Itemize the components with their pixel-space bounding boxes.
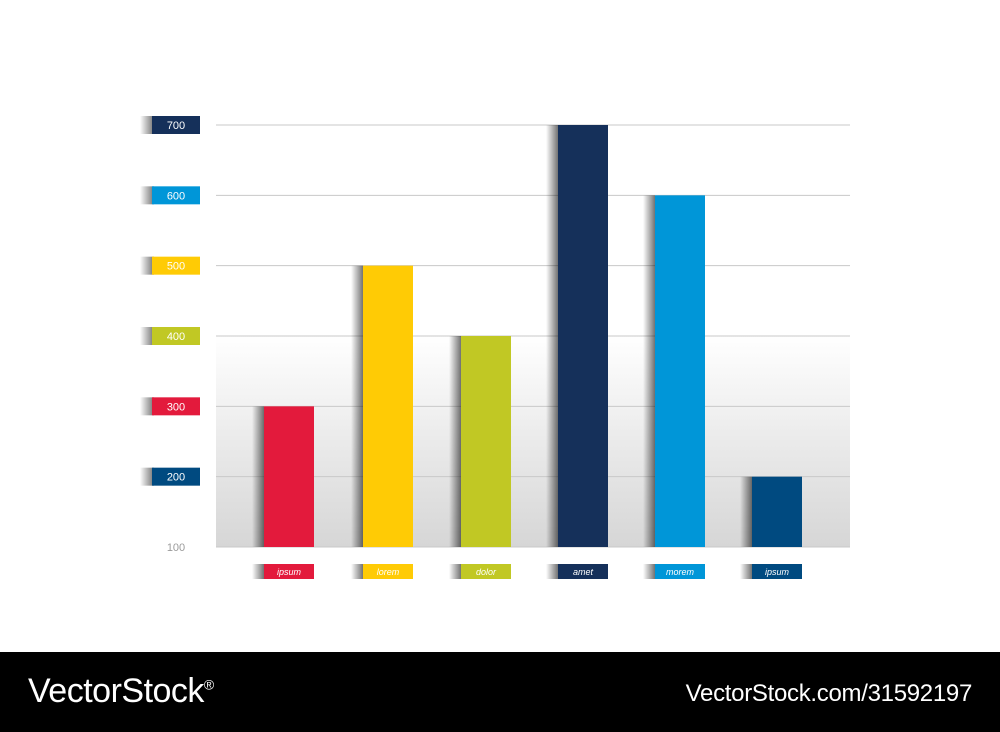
x-tick-shadow <box>740 564 752 579</box>
y-tick-label: 400 <box>167 331 185 343</box>
bar-shadow <box>252 406 264 547</box>
watermark-footer: VectorStock® VectorStock.com/31592197 <box>0 652 1000 732</box>
watermark-registered-mark: ® <box>203 676 214 693</box>
x-tick-tag <box>558 564 608 579</box>
x-tick-shadow <box>252 564 264 579</box>
y-tick-label: 300 <box>167 401 185 413</box>
x-tick-shadow <box>351 564 363 579</box>
x-tick-label: amet <box>573 567 594 577</box>
bar <box>558 125 608 547</box>
y-tick-label: 500 <box>167 261 185 273</box>
x-tick-tag <box>264 564 314 579</box>
x-tick-label: ipsum <box>765 567 790 577</box>
bar <box>264 406 314 547</box>
bar-chart: 100 200 300 400 500 600 700 ipsum lorem dolor ame… <box>140 116 850 579</box>
x-tick-shadow <box>449 564 461 579</box>
y-tick-shadow <box>140 186 154 205</box>
x-tick-shadow <box>546 564 558 579</box>
x-tick-label: ipsum <box>277 567 302 577</box>
bar <box>461 336 511 547</box>
bar-chart-svg: 100 200 300 400 500 600 700 ipsum lorem dolor ame… <box>140 116 850 579</box>
watermark-brand: VectorStock® <box>28 672 214 711</box>
y-tick-label: 200 <box>167 472 185 484</box>
x-tick-label: morem <box>666 567 695 577</box>
bars <box>252 125 802 548</box>
bar-shadow <box>546 125 558 547</box>
x-tick-label: dolor <box>476 567 497 577</box>
x-tick-tag <box>461 564 511 579</box>
y-tick-shadow <box>140 327 154 345</box>
y-tick-shadow <box>140 397 154 416</box>
bar-shadow <box>643 195 655 548</box>
bar <box>752 476 802 547</box>
x-axis-labels: ipsum lorem dolor amet morem ipsum <box>252 564 802 579</box>
grid-lines <box>216 124 850 548</box>
y-tick-label: 100 <box>167 542 185 554</box>
x-tick-label: lorem <box>377 567 400 577</box>
y-tick-tag <box>152 397 200 416</box>
bar-shadow <box>740 476 752 547</box>
y-tick-label: 600 <box>167 190 185 202</box>
x-tick-tag <box>363 564 413 579</box>
y-tick-tag <box>152 256 200 275</box>
x-tick-tag <box>752 564 802 579</box>
y-tick-tag <box>152 327 200 345</box>
bar <box>655 195 705 548</box>
watermark-brand-text: VectorStock <box>28 672 204 710</box>
y-tick-tag <box>152 116 200 134</box>
x-tick-shadow <box>643 564 655 579</box>
y-tick-tag <box>152 467 200 486</box>
bar <box>363 265 413 547</box>
watermark-image-id: VectorStock.com/31592197 <box>685 680 973 707</box>
y-tick-tag <box>152 186 200 205</box>
y-tick-shadow <box>140 116 154 134</box>
bar-shadow <box>351 265 363 547</box>
y-axis-ticks: 100 200 300 400 500 600 700 <box>140 116 200 554</box>
bar-shadow <box>449 336 461 547</box>
y-tick-shadow <box>140 256 154 275</box>
x-tick-tag <box>655 564 705 579</box>
y-tick-shadow <box>140 467 154 486</box>
y-tick-label: 700 <box>167 120 185 132</box>
